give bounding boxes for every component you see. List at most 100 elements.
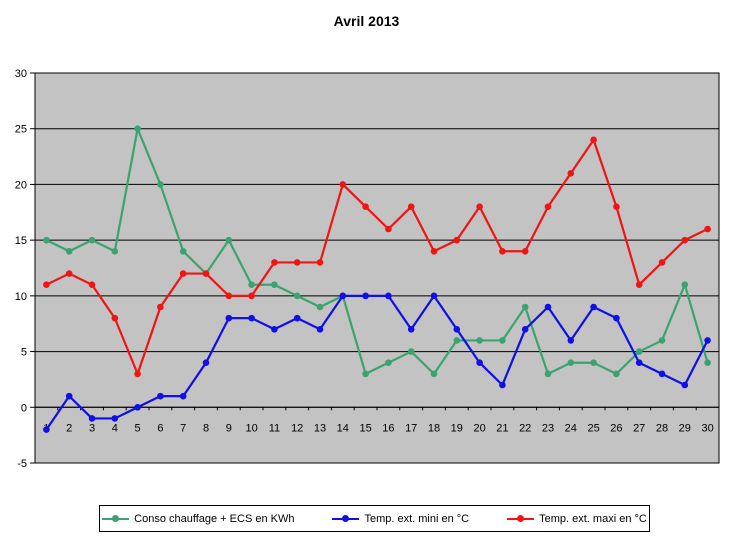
x-axis-label: 23 [542, 422, 554, 434]
y-axis-label: 25 [15, 124, 27, 136]
data-point [385, 292, 392, 300]
legend-label: Temp. ext. mini en °C [364, 512, 470, 525]
x-axis-label: 27 [633, 422, 645, 434]
data-point [157, 392, 164, 400]
data-point [248, 314, 255, 322]
data-point [590, 359, 597, 367]
x-axis-label: 30 [701, 422, 713, 434]
y-axis-label: 10 [15, 291, 27, 303]
plot-area [35, 73, 719, 463]
data-point [225, 292, 233, 300]
data-point [476, 203, 483, 211]
x-axis-label: 22 [519, 422, 531, 434]
x-axis-label: 17 [405, 422, 417, 434]
data-point [293, 292, 301, 300]
data-point [613, 314, 620, 322]
legend-label: Conso chauffage + ECS en KWh [134, 512, 295, 525]
data-point [521, 247, 529, 255]
x-axis-label: 15 [359, 422, 371, 434]
data-point [362, 203, 369, 211]
data-point [316, 303, 324, 311]
x-axis-label: 4 [112, 422, 118, 434]
series-line-2 [45, 138, 709, 375]
x-axis-label: 12 [291, 422, 303, 434]
chart-title: Avril 2013 [333, 13, 400, 29]
data-point [590, 303, 597, 311]
data-point [293, 259, 301, 266]
data-point [43, 426, 50, 433]
y-axis-label: 15 [15, 235, 27, 247]
data-point [157, 181, 164, 188]
data-point [65, 247, 73, 255]
data-point [202, 270, 210, 277]
data-point [339, 181, 347, 188]
x-axis-label: 7 [180, 422, 186, 434]
data-point [179, 392, 187, 400]
data-point [248, 281, 255, 289]
x-axis-label: 26 [610, 422, 622, 434]
data-point [704, 337, 711, 344]
data-point [43, 236, 50, 244]
data-point [134, 370, 141, 378]
data-point [271, 325, 278, 333]
x-axis-label: 10 [245, 422, 257, 434]
data-point [65, 392, 73, 400]
data-point [134, 125, 141, 133]
data-point [111, 415, 119, 422]
data-point [134, 403, 141, 411]
legend-series-marker-icon [507, 514, 535, 523]
x-axis-label: 14 [337, 422, 349, 434]
data-point [225, 314, 233, 322]
data-point [111, 247, 119, 255]
data-point [407, 348, 415, 355]
y-axis-label: 30 [15, 68, 27, 80]
y-axis-label: 20 [15, 179, 27, 191]
data-point [316, 325, 324, 333]
data-point [544, 370, 552, 378]
x-axis-label: 2 [66, 422, 72, 434]
x-axis-label: 24 [565, 422, 577, 434]
x-axis-label: 25 [587, 422, 599, 434]
x-axis-label: 20 [473, 422, 485, 434]
legend-label: Temp. ext. maxi en °C [539, 512, 647, 525]
data-point [111, 314, 119, 322]
series-line-0 [45, 127, 709, 375]
data-point [362, 370, 369, 378]
x-axis-label: 11 [269, 422, 280, 434]
data-point [499, 381, 506, 389]
data-point [202, 359, 210, 367]
data-point [43, 281, 50, 289]
data-point [635, 281, 643, 289]
data-point [567, 359, 575, 367]
series-line-1 [45, 294, 709, 431]
legend: Conso chauffage + ECS en KWh Temp. ext. m… [99, 505, 650, 532]
data-point [704, 225, 711, 233]
data-point [521, 325, 529, 333]
data-point [430, 247, 438, 255]
x-axis-label: 19 [451, 422, 463, 434]
data-point [635, 359, 643, 367]
data-point [453, 236, 461, 244]
x-axis-label: 21 [496, 422, 508, 434]
data-point [88, 415, 96, 422]
x-axis-label: 9 [226, 422, 232, 434]
data-point [157, 303, 164, 311]
data-point [613, 203, 620, 211]
data-point [476, 337, 483, 344]
x-axis-label: 3 [89, 422, 95, 434]
data-point [271, 281, 278, 289]
data-point [453, 337, 461, 344]
data-point [385, 359, 392, 367]
data-point [658, 337, 666, 344]
x-axis-label: 5 [135, 422, 141, 434]
x-axis-label: 28 [656, 422, 668, 434]
legend-series-marker-icon [102, 514, 130, 523]
data-point [499, 337, 506, 344]
plot-border [34, 72, 720, 464]
data-point [430, 370, 438, 378]
legend-item-1: Temp. ext. mini en °C [332, 513, 469, 525]
x-axis-label: 29 [679, 422, 691, 434]
x-axis-label: 18 [428, 422, 440, 434]
